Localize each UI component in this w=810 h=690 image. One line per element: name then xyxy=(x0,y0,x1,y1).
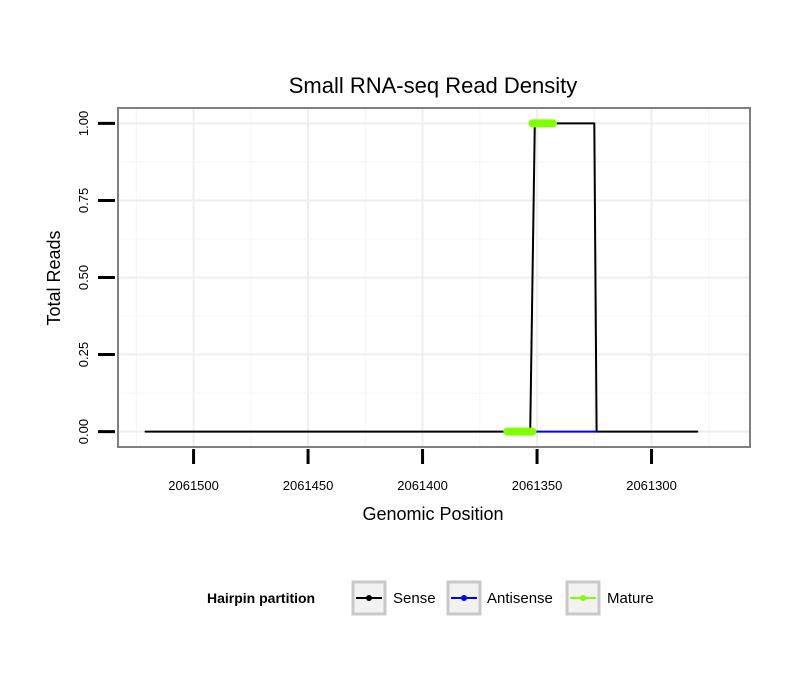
x-tick-label-1: 2061450 xyxy=(283,478,334,493)
y-tick-label-0: 0.00 xyxy=(76,419,91,444)
legend-entry-sense: Sense xyxy=(351,580,436,616)
y-tick-label-3: 0.75 xyxy=(76,188,91,213)
legend-entry-mature: Mature xyxy=(565,580,654,616)
legend-point-antisense xyxy=(461,595,467,601)
y-axis-title: Total Reads xyxy=(44,230,64,325)
x-axis-ticks: 2061500 2061450 2061400 2061350 2061300 xyxy=(168,449,677,493)
y-tick-label-2: 0.50 xyxy=(76,265,91,290)
x-tick-label-4: 2061300 xyxy=(626,478,677,493)
x-tick-label-3: 2061350 xyxy=(512,478,563,493)
x-tick-label-0: 2061500 xyxy=(168,478,219,493)
legend-label-mature: Mature xyxy=(607,590,654,607)
series-lines xyxy=(144,119,699,436)
legend-title: Hairpin partition xyxy=(207,590,315,606)
legend-entry-antisense: Antisense xyxy=(446,580,553,616)
grid xyxy=(118,108,750,447)
legend-label-antisense: Antisense xyxy=(487,590,553,607)
chart-title: Small RNA-seq Read Density xyxy=(289,73,578,98)
legend-label-sense: Sense xyxy=(393,590,436,607)
x-axis-title: Genomic Position xyxy=(362,504,503,524)
y-tick-label-1: 0.25 xyxy=(76,342,91,367)
series-line-sense xyxy=(144,122,699,433)
legend-point-sense xyxy=(366,595,372,601)
legend: Hairpin partition Sense Antisense Mature xyxy=(207,580,654,616)
y-tick-label-4: 1.00 xyxy=(76,111,91,136)
legend-point-mature xyxy=(580,595,586,601)
plot-panel-border xyxy=(117,107,751,448)
x-tick-label-2: 2061400 xyxy=(397,478,448,493)
y-axis-ticks: 0.00 0.25 0.50 0.75 1.00 xyxy=(76,111,115,444)
